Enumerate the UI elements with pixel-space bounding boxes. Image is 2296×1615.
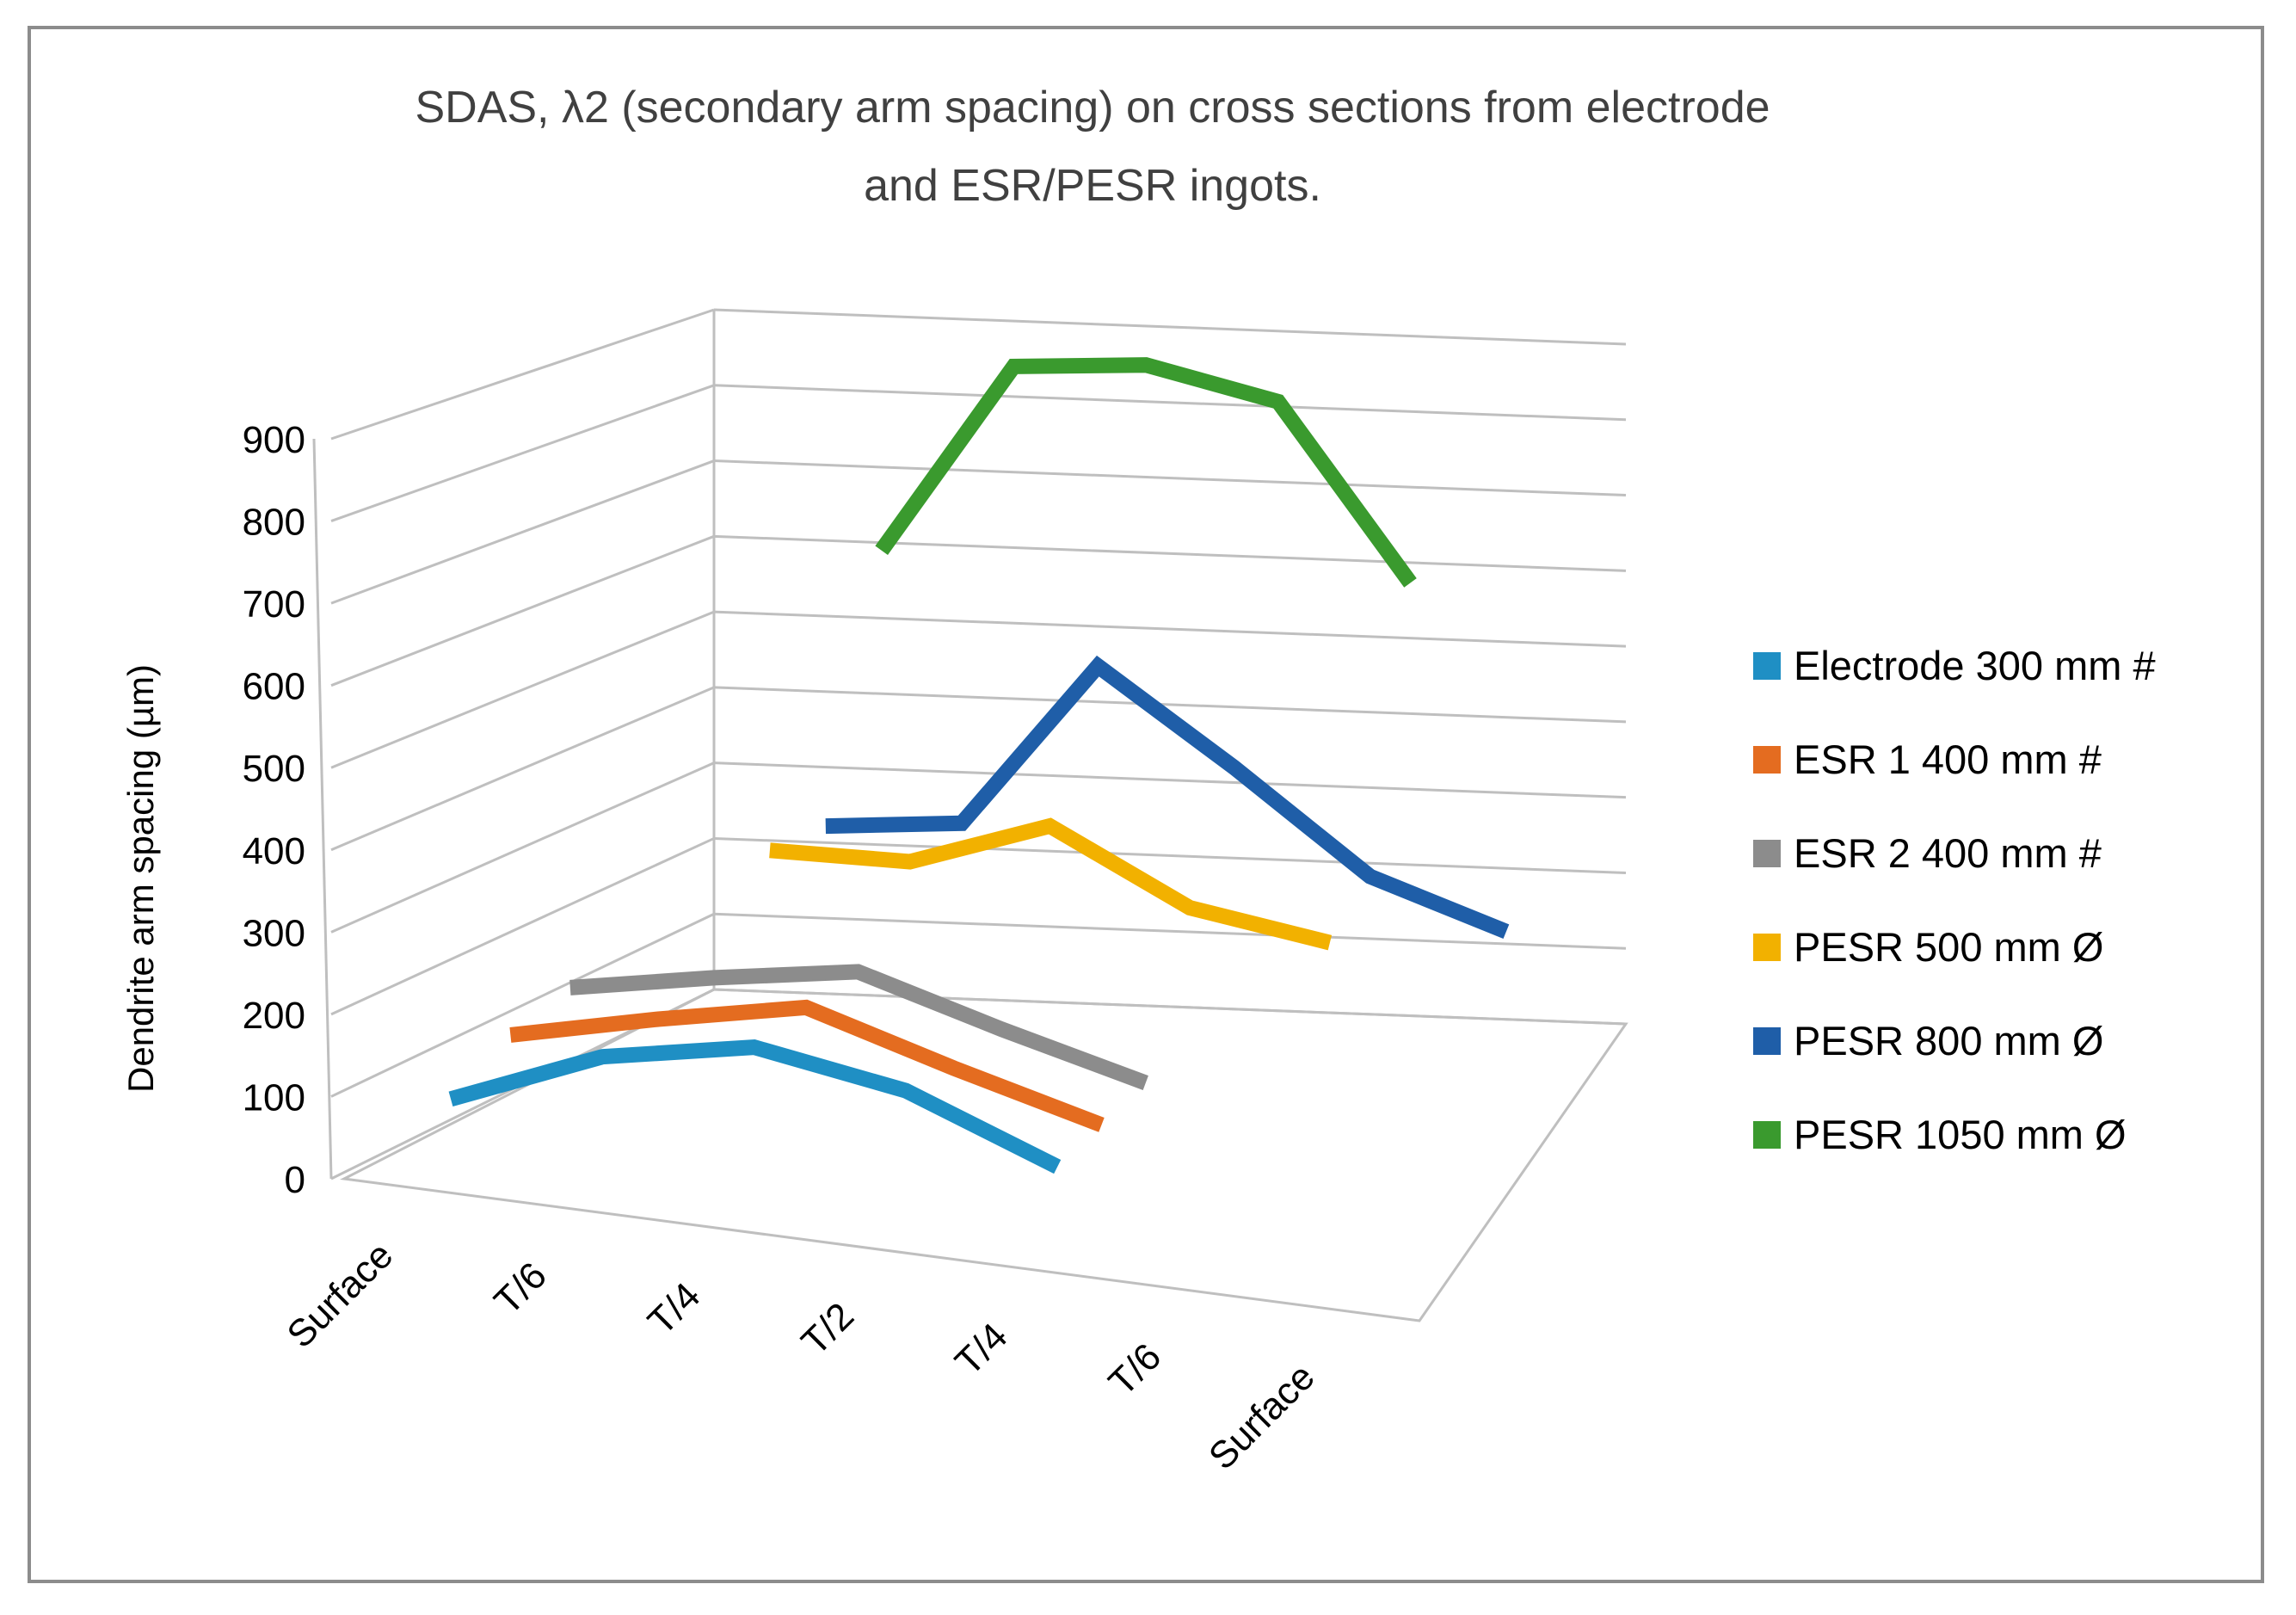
chart-frame [28, 26, 2264, 1583]
legend-label: PESR 800 mm Ø [1794, 1018, 2103, 1063]
back-gridline [713, 761, 1627, 799]
y-tick-label: 600 [243, 666, 305, 708]
back-gridline [713, 610, 1627, 648]
legend-label: PESR 500 mm Ø [1794, 924, 2103, 970]
legend-swatch [1753, 840, 1781, 867]
x-tick-label: T/2 [793, 1295, 862, 1364]
back-gridline [713, 686, 1627, 724]
y-axis-ticks: 0 100 200 300 400 500 600 700 800 900 [243, 419, 305, 1201]
chart-walls [312, 308, 1628, 1322]
x-axis-ticks: Surface T/6 T/4 T/2 T/4 T/6 Surface [279, 1234, 1322, 1477]
y-tick-label: 400 [243, 830, 305, 872]
legend-label: ESR 1 400 mm # [1794, 737, 2102, 782]
x-tick-label: Surface [1201, 1356, 1323, 1478]
legend: Electrode 300 mm # ESR 1 400 mm # ESR 2 40… [1753, 643, 2156, 1157]
y-tick-label: 0 [285, 1159, 305, 1201]
side-gridline [330, 837, 715, 1016]
chart-title-line-2: and ESR/PESR ingots. [864, 161, 1321, 211]
legend-label: ESR 2 400 mm # [1794, 830, 2102, 876]
back-gridline [713, 384, 1627, 422]
y-tick-label: 200 [243, 995, 305, 1037]
series-line [509, 999, 1105, 1132]
legend-swatch [1753, 1027, 1781, 1055]
side-gridline [330, 610, 715, 769]
x-tick-label: T/6 [1101, 1335, 1170, 1404]
chart-title-line-1: SDAS, λ2 (secondary arm spacing) on cros… [415, 83, 1770, 133]
series-lines [448, 357, 1510, 1174]
x-tick-label: T/4 [947, 1315, 1016, 1384]
series-line [769, 817, 1333, 951]
back-gridline [713, 308, 1627, 346]
legend-label: Electrode 300 mm # [1794, 643, 2156, 688]
y-tick-label: 100 [243, 1076, 305, 1119]
y-axis-label: Dendrite arm spacing (µm) [120, 664, 161, 1093]
y-tick-label: 300 [243, 912, 305, 954]
legend-swatch [1753, 746, 1781, 774]
back-gridline [713, 459, 1627, 497]
back-gridline [713, 836, 1627, 874]
series-line [875, 357, 1417, 588]
side-gridline [330, 459, 715, 605]
legend-swatch [1753, 1121, 1781, 1149]
side-gridline [330, 686, 715, 852]
y-tick-label: 900 [243, 419, 305, 461]
back-gridline [713, 912, 1627, 950]
series-line [448, 1039, 1062, 1174]
series-line [569, 964, 1148, 1091]
x-tick-label: T/6 [486, 1254, 555, 1323]
legend-swatch [1753, 934, 1781, 961]
back-gridline [713, 534, 1627, 572]
side-wall-edge [312, 438, 333, 1180]
legend-swatch [1753, 652, 1781, 680]
y-tick-label: 500 [243, 748, 305, 790]
side-gridline [330, 384, 715, 522]
side-gridline [330, 308, 715, 441]
y-tick-label: 800 [243, 502, 305, 544]
series-line [825, 655, 1510, 940]
y-tick-label: 700 [243, 583, 305, 626]
x-tick-label: Surface [279, 1234, 401, 1356]
legend-label: PESR 1050 mm Ø [1794, 1112, 2127, 1157]
x-tick-label: T/4 [640, 1274, 709, 1343]
side-gridline [330, 912, 715, 1098]
side-gridline [330, 761, 715, 934]
side-gridline [330, 534, 715, 687]
